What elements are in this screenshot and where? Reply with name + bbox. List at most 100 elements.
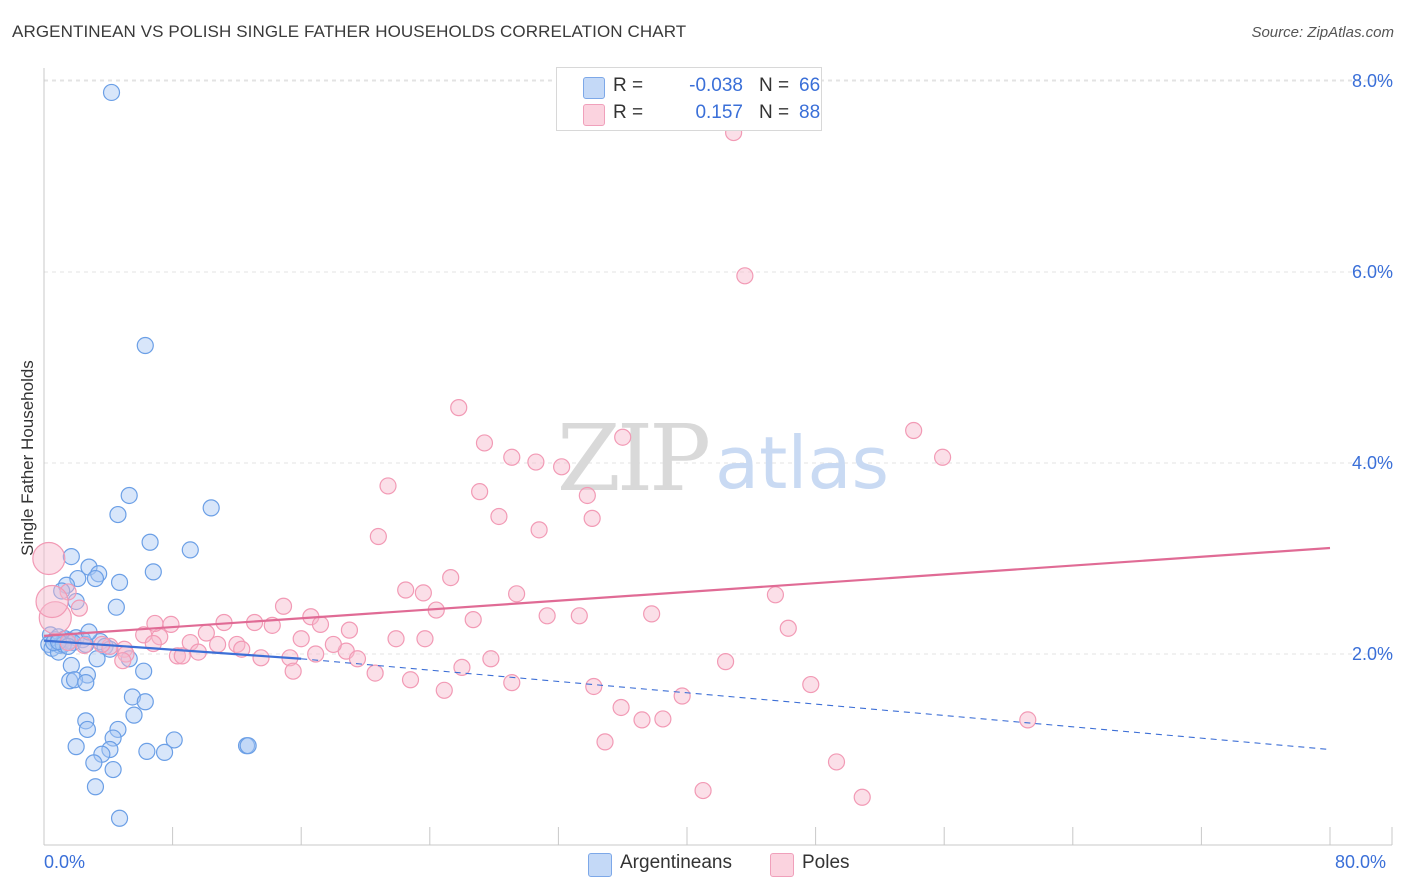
poles-point bbox=[414, 584, 432, 602]
argentineans-point bbox=[62, 656, 80, 675]
legend-r-value: -0.038 bbox=[689, 75, 743, 96]
poles-point bbox=[340, 621, 359, 639]
argentineans-point bbox=[86, 569, 105, 588]
poles-point bbox=[508, 585, 526, 603]
poles-point bbox=[173, 647, 191, 665]
argentineans-point bbox=[239, 737, 257, 755]
poles-point bbox=[307, 645, 325, 663]
watermark: ZIP atlas bbox=[557, 405, 889, 512]
poles-point bbox=[114, 652, 132, 670]
argentineans-point bbox=[88, 650, 106, 668]
argentineans-point bbox=[135, 662, 153, 680]
y-tick-label: 2.0% bbox=[1352, 644, 1393, 664]
bottom-legend-swatch-poles bbox=[770, 853, 794, 877]
argentineans-point bbox=[104, 760, 122, 779]
poles-point bbox=[324, 635, 342, 654]
y-tick-label: 8.0% bbox=[1352, 71, 1393, 91]
poles-point bbox=[596, 733, 614, 751]
argentineans-point bbox=[62, 547, 80, 566]
argentineans-point bbox=[85, 754, 103, 772]
bottom-legend-swatch-argentineans bbox=[588, 853, 612, 877]
argentineans-point bbox=[123, 688, 142, 706]
poles-point bbox=[503, 674, 521, 692]
poles-point bbox=[168, 647, 187, 665]
argentineans-point bbox=[155, 743, 174, 761]
legend-r-label: R = bbox=[613, 75, 644, 96]
poles-point bbox=[475, 434, 494, 452]
poles-point bbox=[530, 521, 548, 539]
chart-title: ARGENTINEAN VS POLISH SINGLE FATHER HOUS… bbox=[12, 22, 687, 41]
x-axis-min-label: 0.0% bbox=[44, 852, 86, 872]
legend-swatch-argentineans bbox=[583, 77, 605, 99]
poles-point bbox=[442, 568, 460, 587]
poles-point bbox=[633, 711, 651, 729]
poles-point bbox=[366, 664, 384, 682]
poles-point bbox=[464, 611, 482, 629]
watermark-atlas: atlas bbox=[715, 421, 889, 505]
poles-point bbox=[311, 615, 330, 633]
poles-point bbox=[612, 698, 630, 717]
legend-n-value: 66 bbox=[799, 75, 821, 96]
argentineans-trend-line bbox=[43, 639, 302, 660]
poles-point bbox=[379, 477, 397, 495]
argentineans-point bbox=[101, 740, 119, 759]
poles-point bbox=[228, 635, 246, 654]
argentineans-point bbox=[144, 563, 162, 581]
poles-point bbox=[643, 605, 661, 623]
legend-swatch-poles bbox=[583, 104, 605, 126]
legend-r-label: R = bbox=[613, 102, 644, 123]
poles-point bbox=[614, 428, 632, 446]
argentineans-point bbox=[110, 809, 129, 827]
poles-point bbox=[716, 653, 735, 671]
legend-n-label: N = bbox=[759, 75, 790, 96]
poles-point bbox=[583, 509, 601, 527]
argentineans-point bbox=[120, 650, 138, 668]
poles-point bbox=[401, 671, 420, 689]
poles-point bbox=[435, 681, 453, 699]
poles-point bbox=[252, 649, 270, 667]
poles-point bbox=[162, 615, 180, 633]
poles-point bbox=[853, 788, 871, 806]
argentineans-point bbox=[77, 674, 95, 692]
y-tick-label: 6.0% bbox=[1352, 262, 1393, 282]
poles-point bbox=[292, 630, 310, 648]
watermark-zip: ZIP bbox=[557, 405, 708, 512]
argentineans-point bbox=[141, 533, 159, 551]
poles-point bbox=[75, 636, 93, 655]
poles-point bbox=[802, 675, 820, 694]
x-axis-max-label: 80.0% bbox=[1335, 852, 1387, 872]
poles-point bbox=[32, 541, 66, 576]
poles-point bbox=[453, 658, 471, 676]
poles-trend-line bbox=[43, 546, 1331, 637]
argentineans-point bbox=[138, 742, 156, 761]
poles-point bbox=[209, 635, 227, 654]
legend-n-value: 88 bbox=[799, 102, 821, 123]
argentineans-point bbox=[120, 486, 138, 505]
y-tick-labels: 2.0% 4.0% 6.0% 8.0% bbox=[1352, 71, 1393, 664]
argentineans-point bbox=[102, 83, 121, 102]
poles-point bbox=[369, 527, 387, 546]
poles-point bbox=[274, 597, 293, 615]
legend-n-label: N = bbox=[759, 102, 790, 123]
argentineans-point bbox=[136, 693, 154, 711]
poles-point bbox=[905, 421, 923, 440]
poles-point bbox=[503, 448, 521, 466]
poles-point bbox=[490, 507, 508, 526]
y-tick-label: 4.0% bbox=[1352, 453, 1393, 473]
grid-lines bbox=[44, 79, 1392, 655]
poles-point bbox=[416, 630, 434, 648]
poles-point bbox=[387, 630, 405, 648]
argentineans-point bbox=[86, 778, 105, 796]
argentineans-point bbox=[90, 565, 108, 583]
poles-point bbox=[673, 687, 691, 705]
poles-point bbox=[397, 581, 415, 599]
poles-point bbox=[35, 584, 69, 619]
poles-point bbox=[779, 619, 797, 637]
argentineans-point bbox=[65, 671, 84, 689]
argentineans-point bbox=[110, 573, 129, 591]
argentineans-point bbox=[78, 720, 97, 739]
poles-point bbox=[553, 458, 571, 476]
poles-point bbox=[70, 599, 88, 617]
poles-point bbox=[654, 710, 672, 728]
